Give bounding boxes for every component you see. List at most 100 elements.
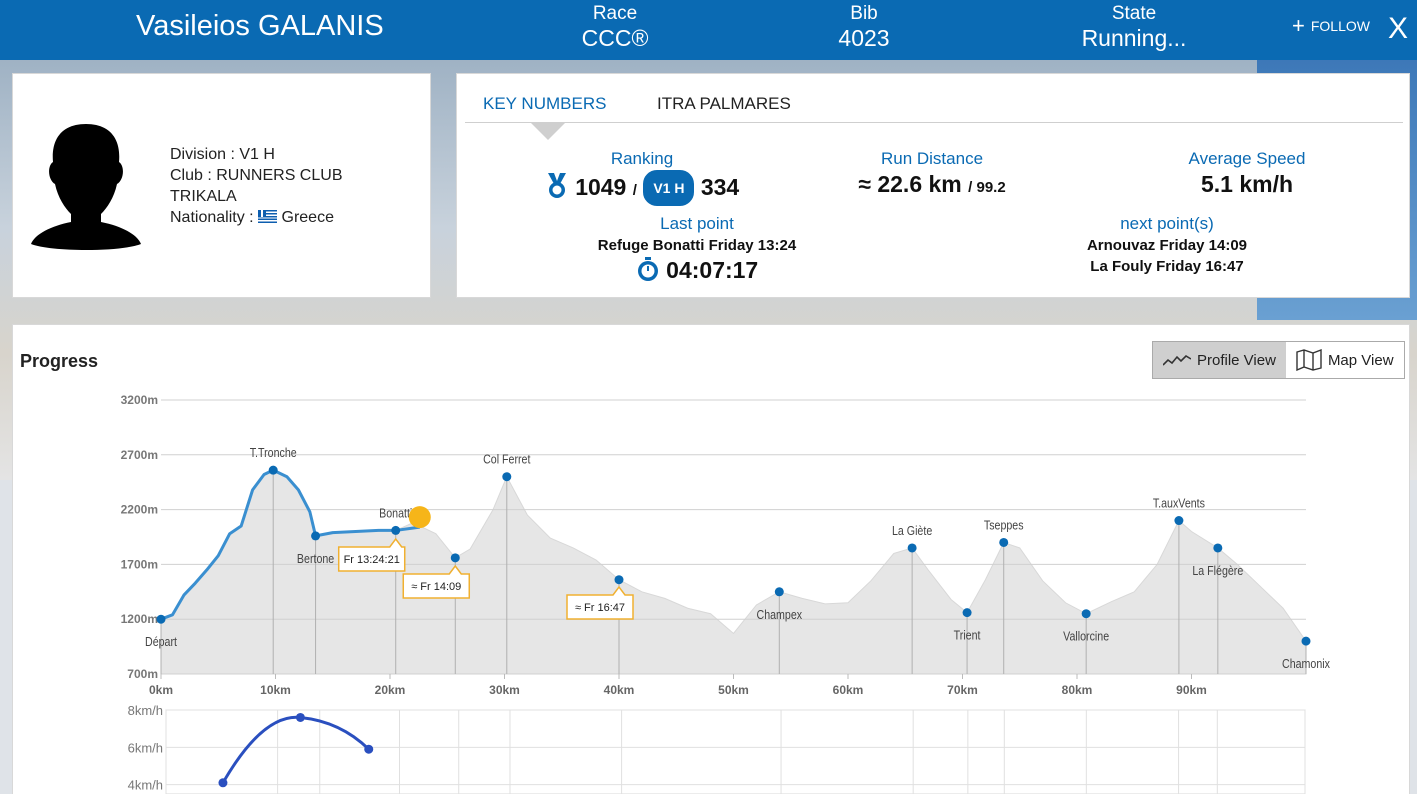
- club-text-line1: Club : RUNNERS CLUB: [170, 167, 343, 184]
- waypoint-marker: [614, 575, 624, 585]
- category-badge: V1 H: [643, 170, 695, 206]
- y-tick-label: 1700m: [121, 557, 158, 571]
- waypoint-label: T.Tronche: [250, 445, 297, 460]
- waypoint-label: Départ: [145, 634, 178, 649]
- race-value: CCC®: [581, 25, 649, 51]
- waypoint-marker: [1213, 543, 1223, 553]
- active-tab-pointer: [530, 122, 566, 140]
- x-tick-label: 10km: [260, 683, 291, 697]
- view-toggle: Profile View Map View: [1152, 341, 1405, 379]
- waypoint-label: Chamonix: [1282, 656, 1330, 671]
- waypoint-marker: [450, 553, 460, 563]
- last-point-block: Last point Refuge Bonatti Friday 13:24 0…: [547, 213, 847, 284]
- waypoint-label: La Giète: [892, 523, 933, 538]
- time-callout-box: [566, 585, 634, 620]
- key-numbers-card: KEY NUMBERS ITRA PALMARES Ranking 1049 /…: [456, 73, 1410, 298]
- x-tick-label: 80km: [1062, 683, 1093, 697]
- waypoint-marker: [268, 465, 278, 475]
- waypoint-marker: [1301, 636, 1311, 646]
- x-tick-label: 70km: [947, 683, 978, 697]
- ranking-separator: /: [632, 182, 637, 199]
- tab-itra-palmares[interactable]: ITRA PALMARES: [657, 94, 791, 113]
- speed-point: [295, 712, 305, 722]
- speed-point: [218, 778, 228, 788]
- ranking-values: 1049 / V1 H 334: [497, 170, 787, 206]
- plus-icon: +: [1292, 13, 1305, 38]
- runner-position-marker: [408, 506, 431, 529]
- bib-label: Bib: [850, 3, 878, 24]
- ranking-category-value: 334: [700, 174, 740, 200]
- elapsed-time: 04:07:17: [666, 257, 759, 283]
- medal-icon: [547, 173, 566, 198]
- nationality-value: Greece: [281, 209, 334, 226]
- club-text-line2: TRIKALA: [170, 188, 237, 205]
- progress-title: Progress: [20, 351, 99, 371]
- speed-y-tick-label: 6km/h: [128, 740, 163, 755]
- runner-name: Vasileios GALANIS: [136, 10, 384, 42]
- state-block: State Running...: [1064, 4, 1204, 52]
- y-tick-label: 2700m: [121, 448, 158, 462]
- ranking-block: Ranking 1049 / V1 H 334: [497, 148, 787, 206]
- last-point-label: Last point: [660, 214, 734, 233]
- close-button[interactable]: X: [1388, 12, 1409, 45]
- waypoint-label: T.auxVents: [1153, 496, 1205, 511]
- map-view-label: Map View: [1327, 351, 1394, 369]
- profile-view-button[interactable]: Profile View: [1153, 342, 1286, 378]
- x-tick-label: 60km: [833, 683, 864, 697]
- tab-key-numbers[interactable]: KEY NUMBERS: [483, 94, 607, 113]
- ranking-overall: 1049: [575, 174, 627, 200]
- follow-button[interactable]: + FOLLOW: [1292, 13, 1370, 38]
- profile-line-icon: [1163, 354, 1191, 366]
- time-callout-text: ≈ Fr 14:09: [411, 581, 461, 593]
- next-point-1: Arnouvaz Friday 14:09: [1086, 237, 1248, 254]
- time-callout-box: [402, 564, 471, 599]
- waypoint-label: Vallorcine: [1063, 629, 1109, 644]
- greece-flag-icon: [258, 210, 278, 223]
- header-bar: Vasileios GALANIS Race CCC® Bib 4023 Sta…: [0, 0, 1417, 60]
- last-point-value: Refuge Bonatti Friday 13:24: [597, 237, 797, 254]
- waypoint-label: Bonatti: [379, 505, 412, 520]
- distance-value: ≈ 22.6 km: [858, 171, 962, 197]
- distance-values: ≈ 22.6 km / 99.2: [787, 170, 1077, 202]
- waypoint-marker: [907, 543, 917, 553]
- time-callout-text: ≈ Fr 16:47: [575, 602, 625, 614]
- speed-y-tick-label: 8km/h: [128, 703, 163, 718]
- runner-info: Division : V1 H Club : RUNNERS CLUB TRIK…: [170, 144, 342, 228]
- elevation-area: [160, 469, 1307, 675]
- race-block: Race CCC®: [560, 4, 670, 52]
- waypoint-marker: [502, 472, 512, 482]
- waypoint-marker: [1081, 609, 1091, 619]
- y-tick-label: 2200m: [121, 503, 158, 517]
- x-tick-label: 90km: [1176, 683, 1207, 697]
- division-text: Division : V1 H: [170, 146, 275, 163]
- ranking-label: Ranking: [610, 149, 674, 168]
- y-tick-label: 700m: [127, 667, 158, 681]
- x-tick-label: 20km: [375, 683, 406, 697]
- waypoint-marker: [999, 537, 1009, 547]
- waypoint-marker: [391, 525, 401, 535]
- next-points-label: next point(s): [1120, 214, 1214, 233]
- waypoint-marker: [311, 531, 321, 541]
- time-callout-box: [337, 537, 406, 572]
- nationality-label: Nationality :: [170, 209, 254, 226]
- y-tick-label: 1200m: [121, 612, 158, 626]
- speed-block: Average Speed 5.1 km/h: [1097, 148, 1397, 198]
- speed-value: 5.1 km/h: [1200, 171, 1294, 197]
- x-tick-label: 30km: [489, 683, 520, 697]
- time-callout-text: Fr 13:24:21: [344, 554, 400, 566]
- map-view-button[interactable]: Map View: [1285, 342, 1404, 378]
- waypoint-label: Bertone: [297, 551, 335, 566]
- waypoint-marker: [156, 614, 166, 624]
- x-tick-label: 50km: [718, 683, 749, 697]
- speed-plot-area: [165, 709, 1306, 794]
- elapsed-row: 04:07:17: [547, 256, 847, 284]
- next-points-block: next point(s) Arnouvaz Friday 14:09 La F…: [1017, 213, 1317, 277]
- map-icon: [1296, 349, 1322, 371]
- distance-block: Run Distance ≈ 22.6 km / 99.2: [787, 148, 1077, 202]
- bib-value: 4023: [838, 25, 890, 51]
- waypoint-label: Champex: [757, 607, 803, 622]
- waypoint-marker: [1174, 516, 1184, 526]
- state-label: State: [1111, 3, 1157, 24]
- speed-label: Average Speed: [1188, 149, 1306, 168]
